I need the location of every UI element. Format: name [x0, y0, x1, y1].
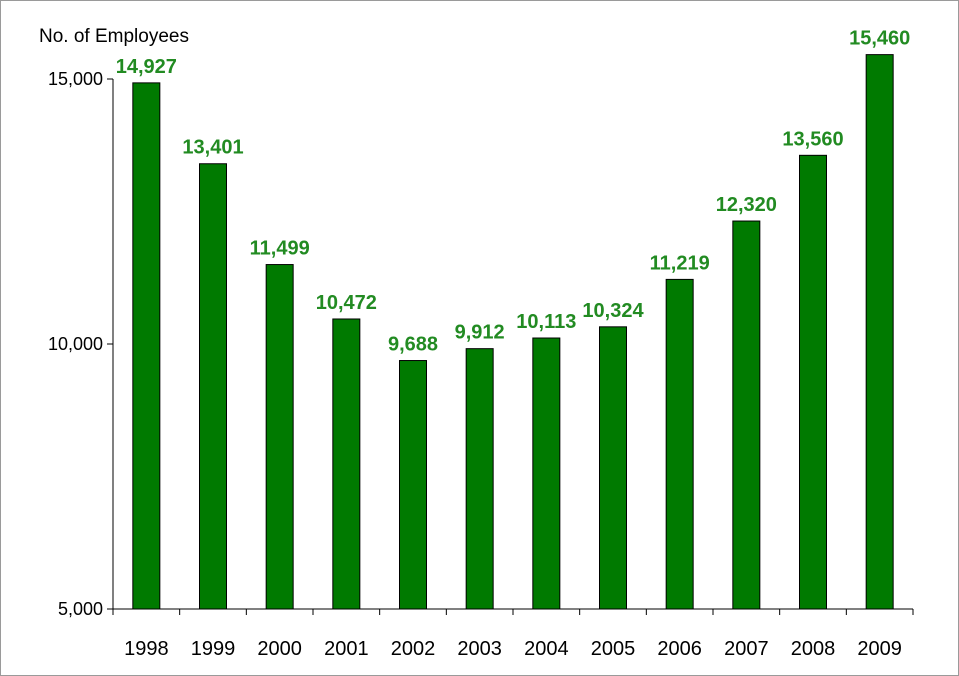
data-label: 15,460 [849, 28, 910, 50]
x-tick-label: 2007 [724, 638, 769, 660]
data-label: 9,912 [455, 322, 505, 344]
x-tick-label: 1998 [124, 638, 169, 660]
data-label: 9,688 [388, 334, 438, 356]
data-label: 11,499 [250, 238, 310, 260]
bar-1998 [132, 82, 161, 610]
data-label: 10,324 [582, 300, 644, 322]
x-tick-label: 1999 [191, 638, 236, 660]
y-tick-label: 5,000 [58, 599, 103, 619]
x-tick-label: 2004 [524, 638, 569, 660]
y-axis-title: No. of Employees [39, 26, 189, 47]
bar-1999 [199, 163, 227, 610]
bar-2003 [465, 348, 494, 610]
bar-2008 [799, 154, 827, 610]
bar-2001 [332, 318, 361, 610]
x-tick-label: 2006 [657, 638, 702, 660]
bar-2002 [399, 360, 427, 610]
y-tick-label: 15,000 [48, 69, 103, 89]
data-label: 12,320 [716, 194, 777, 216]
x-tick-label: 2002 [391, 638, 436, 660]
bar-2006 [665, 278, 694, 610]
x-tick-label: 2000 [257, 638, 302, 660]
bar-2000 [265, 264, 294, 610]
data-label: 11,219 [650, 252, 710, 274]
bar-2004 [532, 337, 561, 610]
y-tick-label: 10,000 [48, 334, 103, 354]
x-tick-label: 2009 [857, 638, 902, 660]
data-label: 14,927 [116, 56, 177, 78]
x-tick-label: 2008 [791, 638, 836, 660]
x-tick-label: 2001 [324, 638, 369, 660]
data-label: 13,560 [782, 128, 843, 150]
bar-2005 [599, 326, 627, 610]
data-label: 10,113 [516, 311, 576, 333]
data-label: 10,472 [316, 292, 377, 314]
x-tick-label: 2003 [457, 638, 502, 660]
bar-2007 [732, 220, 761, 610]
bar-2009 [865, 54, 894, 610]
plot-area: 5,000 10,000 15,000 1998 14,927 1999 13,401 200… [48, 28, 914, 660]
x-tick-label: 2005 [591, 638, 636, 660]
data-label: 13,401 [182, 137, 243, 159]
